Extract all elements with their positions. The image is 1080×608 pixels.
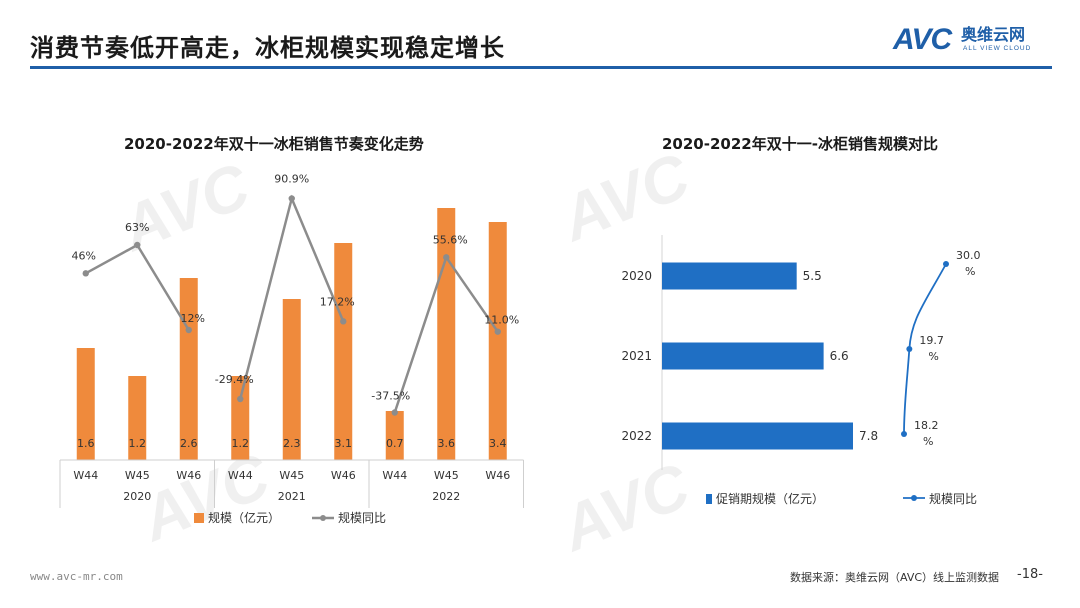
left-category-tick: W45 — [279, 469, 304, 482]
left-yoy-label: -37.5% — [371, 390, 410, 403]
right-legend-line-marker — [911, 495, 917, 501]
footer-url: www.avc-mr.com — [30, 570, 123, 583]
left-category-tick: W46 — [176, 469, 201, 482]
right-chart-title: 2020-2022年双十一-冰柜销售规模对比 — [662, 135, 938, 153]
left-yoy-point — [443, 254, 450, 261]
left-category-tick: W44 — [73, 469, 98, 482]
right-yoy-unit: % — [928, 350, 938, 363]
left-bar-label: 3.6 — [438, 437, 456, 450]
left-chart-title: 2020-2022年双十一冰柜销售节奏变化走势 — [124, 135, 424, 153]
page-title: 消费节奏低开高走，冰柜规模实现稳定增长 — [30, 34, 505, 62]
right-category-tick: 2021 — [621, 349, 652, 363]
left-yoy-point — [288, 195, 295, 202]
left-bar — [334, 243, 353, 460]
left-legend-bar-label: 规模（亿元） — [208, 510, 280, 525]
right-category-tick: 2020 — [621, 269, 652, 283]
left-yoy-point — [185, 326, 192, 334]
left-group-label: 2020 — [123, 490, 151, 503]
right-yoy-label: 30.0 — [956, 249, 981, 262]
left-bar — [76, 348, 95, 460]
left-yoy-line — [85, 243, 190, 331]
right-legend-bar-label: 促销期规模（亿元） — [716, 491, 824, 506]
left-yoy-point — [134, 241, 141, 249]
left-bar-label: 1.6 — [77, 437, 95, 450]
left-category-tick: W46 — [331, 469, 356, 482]
left-yoy-label: 46% — [72, 249, 96, 262]
right-yoy-point — [901, 431, 907, 437]
left-yoy-label: -29.4% — [215, 373, 254, 386]
left-legend-line-marker — [320, 515, 326, 521]
avc-logo: AVC 奥维云网 ALL VIEW CLOUD — [893, 24, 1053, 58]
logo-mark: AVC — [893, 23, 952, 56]
left-bar — [282, 299, 301, 460]
left-yoy-label: 11.0% — [484, 314, 519, 327]
left-yoy-point — [494, 328, 501, 335]
left-bar-label: 3.4 — [489, 437, 507, 450]
right-bar-label: 7.8 — [859, 429, 878, 443]
left-yoy-point — [391, 409, 398, 416]
page-number: -18- — [1017, 567, 1043, 582]
right-bar — [662, 262, 797, 290]
left-yoy-point — [82, 270, 89, 277]
logo-chinese-name: 奥维云网 — [961, 25, 1026, 44]
right-yoy-point — [906, 346, 913, 352]
left-group-label: 2021 — [278, 490, 306, 503]
right-yoy-unit: % — [965, 265, 975, 278]
left-yoy-label: 63% — [125, 221, 149, 234]
left-bar — [488, 222, 507, 460]
left-group-label: 2022 — [432, 490, 460, 503]
logo-english-name: ALL VIEW CLOUD — [963, 45, 1032, 52]
left-bar — [231, 376, 250, 460]
left-category-tick: W44 — [382, 469, 407, 482]
right-yoy-label: 19.7 — [919, 334, 944, 347]
right-bar-label: 5.5 — [803, 269, 822, 283]
right-bar — [662, 342, 824, 370]
left-yoy-label: 55.6% — [433, 233, 468, 246]
right-bar — [662, 422, 853, 450]
left-category-tick: W45 — [434, 469, 459, 482]
left-bar — [128, 376, 147, 460]
left-bar-label: 1.2 — [129, 437, 147, 450]
title-rule — [30, 66, 1052, 69]
right-yoy-point — [943, 261, 949, 267]
left-legend-line-label: 规模同比 — [338, 510, 386, 525]
left-bar-label: 3.1 — [335, 437, 353, 450]
left-category-tick: W45 — [125, 469, 150, 482]
right-legend-line-label: 规模同比 — [929, 491, 977, 506]
left-yoy-point — [340, 318, 347, 325]
left-bar — [179, 278, 198, 460]
left-yoy-label: 90.9% — [274, 173, 309, 186]
right-bar-label: 6.6 — [830, 349, 849, 363]
left-yoy-label: 17.2% — [320, 295, 355, 308]
left-bar-label: 2.3 — [283, 437, 301, 450]
right-yoy-label: 18.2 — [914, 419, 939, 432]
left-bar-label: 1.2 — [232, 437, 250, 450]
right-category-tick: 2022 — [621, 429, 652, 443]
left-bar-label: 2.6 — [180, 437, 198, 450]
left-yoy-label: 12% — [181, 312, 205, 325]
left-bar-label: 0.7 — [386, 437, 404, 450]
left-legend-bar-swatch — [194, 513, 204, 523]
right-legend-bar-swatch — [706, 494, 712, 504]
left-category-tick: W44 — [228, 469, 253, 482]
footer-source: 数据来源：奥维云网（AVC）线上监测数据 — [790, 571, 1000, 584]
left-bar — [385, 411, 404, 460]
left-category-tick: W46 — [485, 469, 510, 482]
right-yoy-unit: % — [923, 435, 933, 448]
left-yoy-point — [237, 395, 244, 403]
